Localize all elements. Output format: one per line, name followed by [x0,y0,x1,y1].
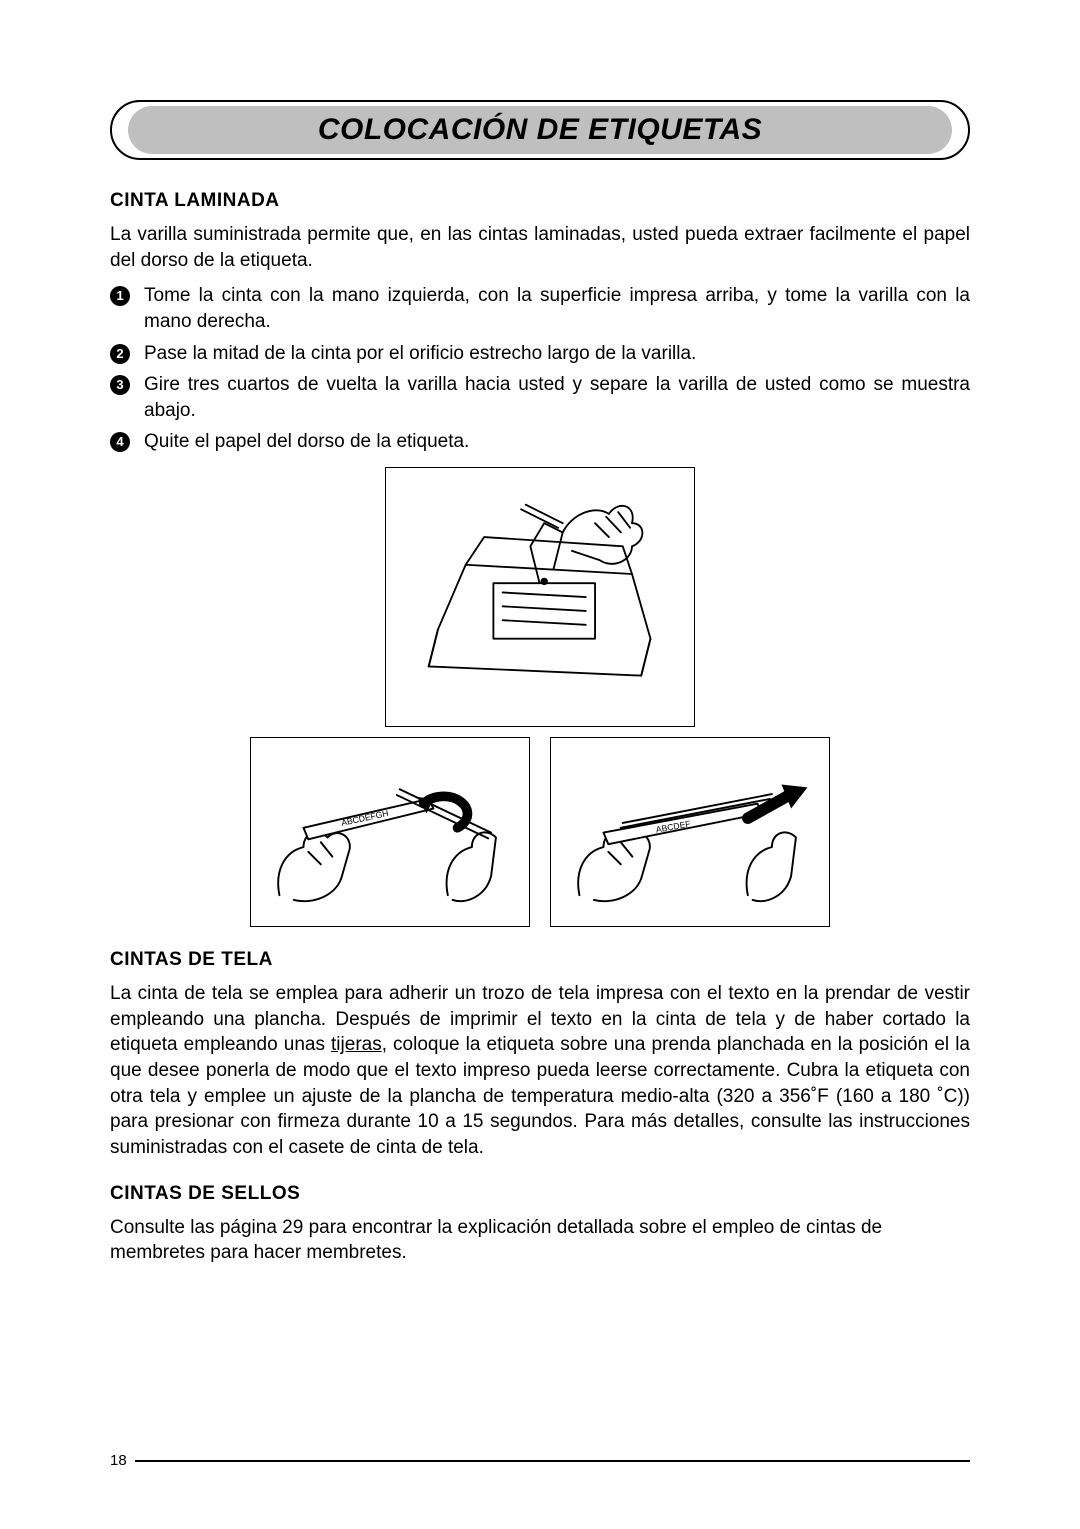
step-1: 1 Tome la cinta con la mano izquierda, c… [110,283,970,334]
body-tela: La cinta de tela se emplea para adherir … [110,981,970,1160]
step-3-text: Gire tres cuartos de vuelta la varilla h… [144,372,970,423]
heading-laminada: CINTA LAMINADA [110,190,970,212]
heading-tela: CINTAS DE TELA [110,949,970,971]
bullet-2-icon: 2 [110,344,130,364]
bullet-4-icon: 4 [110,432,130,452]
section-tela: CINTAS DE TELA La cinta de tela se emple… [110,949,970,1160]
page-number: 18 [110,1452,127,1469]
step-3: 3 Gire tres cuartos de vuelta la varilla… [110,372,970,423]
step-2: 2 Pase la mitad de la cinta por el orifi… [110,341,970,367]
intro-laminada: La varilla suministrada permite que, en … [110,222,970,273]
bullet-3-icon: 3 [110,375,130,395]
section-laminada: CINTA LAMINADA La varilla suministrada p… [110,190,970,927]
footer-rule [135,1460,970,1462]
page-title: COLOCACIÓN DE ETIQUETAS [110,100,970,160]
step-4-text: Quite el papel del dorso de la etiqueta. [144,429,970,455]
step-4: 4 Quite el papel del dorso de la etiquet… [110,429,970,455]
title-banner: COLOCACIÓN DE ETIQUETAS [110,100,970,160]
figure-area: ABCDEFGH [110,467,970,927]
illustration-pull-icon: ABCDEF [565,748,815,917]
figure-bottom-right: ABCDEF [550,737,830,927]
heading-sellos: CINTAS DE SELLOS [110,1183,970,1205]
step-2-text: Pase la mitad de la cinta por el orifici… [144,341,970,367]
figure-bottom-left: ABCDEFGH [250,737,530,927]
figure-top [385,467,695,727]
illustration-device-icon [401,481,678,713]
tela-underline: tijeras [331,1034,382,1055]
body-sellos: Consulte las página 29 para encontrar la… [110,1215,970,1266]
step-list: 1 Tome la cinta con la mano izquierda, c… [110,283,970,455]
illustration-twist-icon: ABCDEFGH [265,748,515,917]
bullet-1-icon: 1 [110,286,130,306]
step-1-text: Tome la cinta con la mano izquierda, con… [144,283,970,334]
page-footer: 18 [110,1452,970,1469]
section-sellos: CINTAS DE SELLOS Consulte las página 29 … [110,1183,970,1266]
